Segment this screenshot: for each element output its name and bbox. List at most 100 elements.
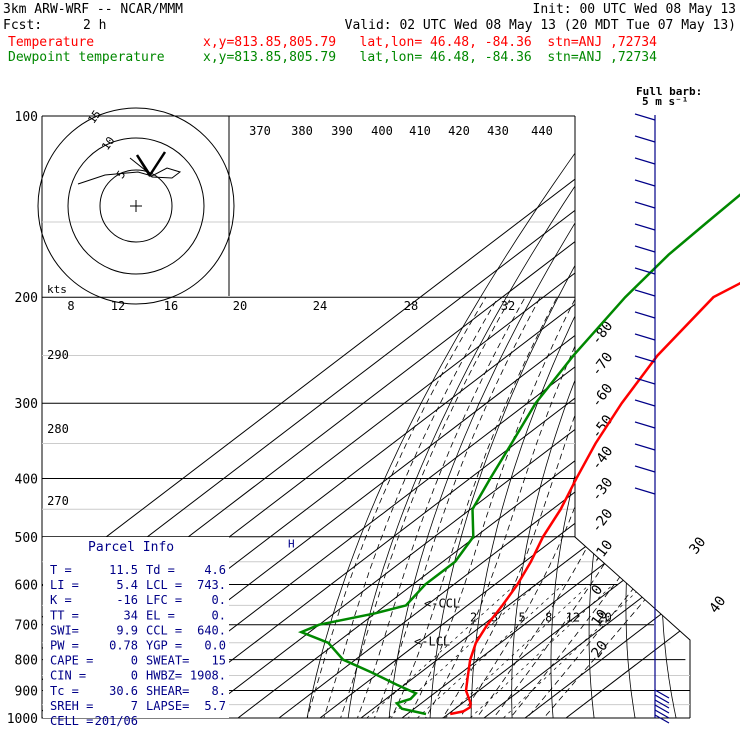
plot-frame-right xyxy=(574,116,691,718)
wind-barb-flag xyxy=(634,113,656,121)
wind-speed-tick: 28 xyxy=(404,299,418,313)
wind-barb-flag xyxy=(634,157,656,165)
parcel-label: SREH = xyxy=(50,699,93,713)
valid-time: Valid: 02 UTC Wed 08 May 13 (20 MDT Tue … xyxy=(344,18,736,33)
parcel-value: 0.78 xyxy=(109,639,138,653)
parcel-label: SWI= xyxy=(50,623,79,637)
parcel-label: K = xyxy=(50,593,72,607)
theta-label: 390 xyxy=(331,124,353,138)
isotherm-line xyxy=(565,116,690,718)
parcel-label: T = xyxy=(50,563,72,577)
wind-barb-flag xyxy=(634,443,656,451)
wind-barb-flag xyxy=(634,135,656,143)
parcel-info-panel: Parcel Info T = 11.5 Td = 4.6 LI = 5.4 LCL = 743… xyxy=(43,537,229,728)
barb-legend-title: Full barb: xyxy=(636,85,702,98)
theta-label: 410 xyxy=(409,124,431,138)
isotherm-label: -20 xyxy=(588,506,616,536)
barb-legend-unit: 5 m s⁻¹ xyxy=(642,95,688,108)
hodograph-ring xyxy=(37,107,235,305)
wind-speed-tick: 16 xyxy=(164,299,178,313)
isotherm-line xyxy=(155,116,690,718)
parcel-value: 34 xyxy=(124,608,138,622)
hodograph-ring-label: 5 xyxy=(114,168,128,181)
parcel-value: 5.7 xyxy=(204,699,226,713)
dry-adiabat-line xyxy=(429,116,666,718)
dry-adiabat-line xyxy=(345,116,624,718)
theta-label: 430 xyxy=(487,124,509,138)
isotherm-line xyxy=(401,116,690,718)
pressure-tick-label: 700 xyxy=(15,619,38,634)
parcel-value: 0. xyxy=(212,608,226,622)
theta-label: 270 xyxy=(47,494,69,508)
isotherm-label: -30 xyxy=(588,475,616,505)
dry-adiabat-line xyxy=(470,116,687,718)
wind-barb-flag xyxy=(634,289,656,297)
mixing-ratio-label: 2 xyxy=(470,611,477,625)
hodograph-ring xyxy=(67,137,205,275)
parcel-label: EL = xyxy=(146,608,175,622)
wind-barb-flag xyxy=(634,465,656,473)
profile-lines xyxy=(297,193,740,716)
moist-adiabat-line xyxy=(335,297,512,718)
dry-adiabat-line xyxy=(697,116,740,731)
parcel-value: 4.6 xyxy=(204,563,226,577)
moist-adiabat-line xyxy=(302,296,487,718)
wind-speed-unit: kts xyxy=(47,283,67,296)
theta-label: 420 xyxy=(448,124,470,138)
parcel-value: 640. xyxy=(197,623,226,637)
hwbz-marker: H xyxy=(288,537,295,550)
moist-adiabat-line xyxy=(368,297,541,718)
wind-barb-flag xyxy=(634,245,656,253)
pressure-tick-label: 400 xyxy=(15,472,38,487)
mixing-ratio-label: 3 xyxy=(491,611,498,625)
dewpoint-line xyxy=(297,193,740,716)
wind-barb-flag xyxy=(654,714,670,724)
parcel-value: 11.5 xyxy=(109,563,138,577)
pressure-tick-label: 800 xyxy=(15,654,38,669)
mixing-ratio-line xyxy=(503,584,645,718)
parcel-value: -16 xyxy=(116,593,138,607)
level-markers: <-LCL <-CCL H xyxy=(288,537,460,648)
hodograph-ring-label: 10 xyxy=(99,134,117,152)
dry-adiabat-line xyxy=(730,116,740,731)
pressure-tick-label: 200 xyxy=(15,291,38,306)
wind-barb-flag xyxy=(654,689,670,699)
isotherm-label: 40 xyxy=(706,593,729,616)
hodograph-trace-bold xyxy=(135,151,167,178)
parcel-label: SHEAR= xyxy=(146,684,189,698)
parcel-label: CAPE = xyxy=(50,654,93,668)
pressure-tick-label: 600 xyxy=(15,578,38,593)
theta-label: 280 xyxy=(47,422,69,436)
parcel-value: 0.0 xyxy=(204,639,226,653)
parcel-label: YGP = xyxy=(146,639,182,653)
parcel-value: 15 xyxy=(212,654,226,668)
wind-barb-flag xyxy=(634,355,656,363)
parcel-info-title: Parcel Info xyxy=(88,540,174,555)
moist-adiabat-line xyxy=(516,297,690,718)
parcel-value: 9.9 xyxy=(116,623,138,637)
parcel-label: SWEAT= xyxy=(146,654,189,668)
parcel-label: LCL = xyxy=(146,578,182,592)
hodograph-ring xyxy=(99,169,173,243)
parcel-value: 743. xyxy=(197,578,226,592)
parcel-value: 30.6 xyxy=(109,684,138,698)
moist-adiabat-line xyxy=(352,297,526,718)
isotherm-label: 20 xyxy=(588,638,611,661)
lcl-marker: <-LCL xyxy=(414,634,450,648)
wind-barb-icon xyxy=(634,113,670,724)
grid-labels: 1000900800700600500400300200100403020100… xyxy=(7,85,730,727)
wind-barb-flag xyxy=(634,179,656,187)
mixing-ratio-line xyxy=(444,584,590,718)
wind-barb-flag xyxy=(634,333,656,341)
mixing-ratio-line xyxy=(388,584,537,718)
isotherm-line xyxy=(42,116,690,718)
theta-label: 440 xyxy=(531,124,553,138)
theta-label: 380 xyxy=(291,124,313,138)
parcel-value: 7 xyxy=(131,699,138,713)
parcel-label: LFC = xyxy=(146,593,182,607)
pressure-tick-label: 900 xyxy=(15,684,38,699)
pressure-tick-label: 100 xyxy=(15,110,38,125)
isotherm-line xyxy=(483,116,690,718)
isotherm-label: -70 xyxy=(588,350,616,380)
parcel-label: Td = xyxy=(146,563,175,577)
